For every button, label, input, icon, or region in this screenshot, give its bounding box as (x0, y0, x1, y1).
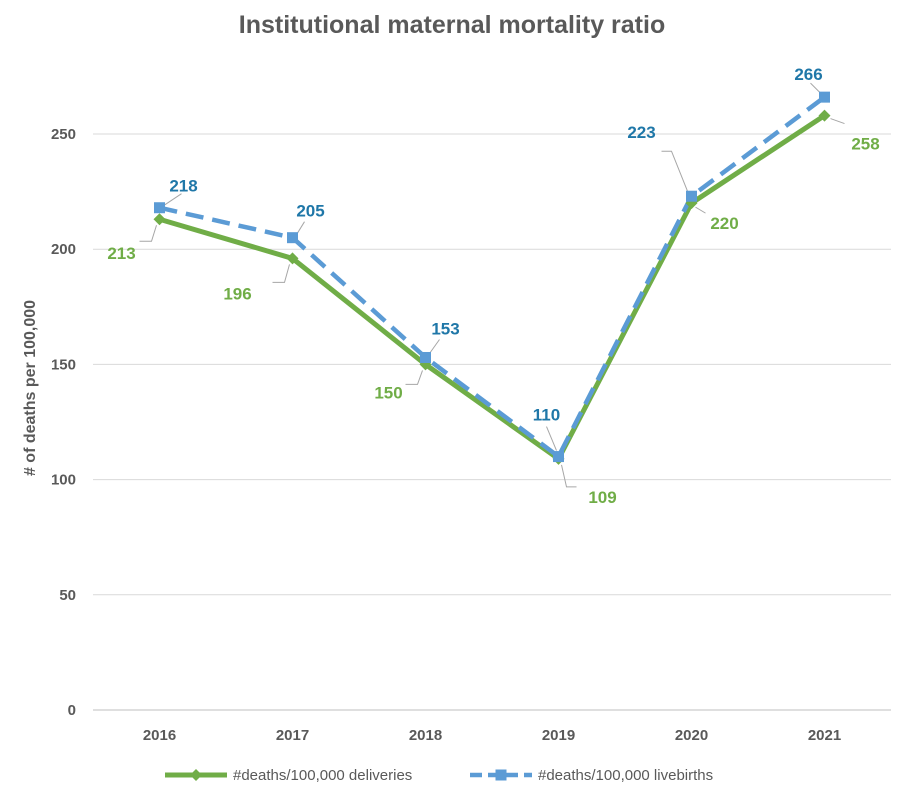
data-point (153, 213, 166, 226)
data-labels: 213 196 150 109 220 258 218 205 153 110 223 266 (107, 65, 879, 507)
leader-line (272, 264, 290, 283)
series-line (159, 95, 826, 459)
data-point (154, 202, 165, 214)
data-label: 153 (431, 319, 459, 338)
data-label: 110 (533, 406, 560, 425)
data-label: 220 (710, 214, 738, 233)
leader-line (429, 339, 440, 354)
leader-line (695, 206, 706, 214)
y-axis-label: # of deaths per 100,000 (22, 300, 39, 476)
leader-line (546, 426, 557, 451)
x-tick-label: 2021 (808, 727, 841, 744)
data-point (286, 252, 299, 265)
y-tick-label: 200 (51, 241, 76, 258)
legend: #deaths/100,000 deliveries #deaths/100,00… (165, 767, 713, 784)
x-tick-label: 2020 (675, 727, 708, 744)
legend-marker (190, 769, 202, 781)
legend-item: #deaths/100,000 livebirths (470, 767, 713, 784)
data-point (686, 190, 697, 202)
data-label: 196 (223, 284, 251, 303)
leader-lines (139, 82, 845, 488)
data-label: 150 (374, 383, 402, 402)
x-tick-label: 2018 (409, 727, 442, 744)
series-line (158, 113, 826, 462)
x-tick-label: 2016 (143, 727, 176, 744)
legend-marker (495, 769, 507, 781)
x-tick-labels: 2016 2017 2018 2019 2020 2021 (143, 727, 841, 744)
x-tick-label: 2019 (542, 727, 575, 744)
y-tick-label: 250 (51, 126, 76, 143)
y-tick-label: 150 (51, 356, 76, 373)
data-label: 109 (588, 488, 616, 507)
legend-item: #deaths/100,000 deliveries (165, 767, 412, 784)
grid-layer (93, 133, 891, 711)
y-tick-label: 100 (51, 472, 76, 489)
data-point (818, 109, 831, 122)
data-label: 205 (296, 202, 324, 221)
data-label: 266 (794, 65, 822, 84)
leader-line (139, 225, 157, 242)
leader-line (830, 118, 845, 125)
y-tick-label: 50 (59, 587, 76, 604)
data-label: 218 (169, 177, 197, 196)
leader-line (810, 82, 821, 94)
legend-label: #deaths/100,000 livebirths (538, 767, 713, 784)
chart-title: Institutional maternal mortality ratio (239, 11, 665, 39)
leader-line (405, 370, 423, 385)
data-point (819, 91, 830, 103)
data-point (553, 451, 564, 463)
data-label: 223 (627, 123, 655, 142)
series-layer (153, 91, 831, 465)
y-tick-label: 0 (68, 702, 76, 719)
leader-line (163, 193, 182, 207)
leader-line (561, 464, 577, 488)
leader-line (661, 150, 688, 192)
data-label: 213 (107, 244, 135, 263)
data-label: 258 (851, 135, 879, 154)
data-point (287, 232, 298, 244)
x-tick-label: 2017 (276, 727, 309, 744)
legend-label: #deaths/100,000 deliveries (233, 767, 412, 784)
y-tick-labels: 0 50 100 150 200 250 (51, 126, 76, 719)
data-point (420, 351, 431, 363)
